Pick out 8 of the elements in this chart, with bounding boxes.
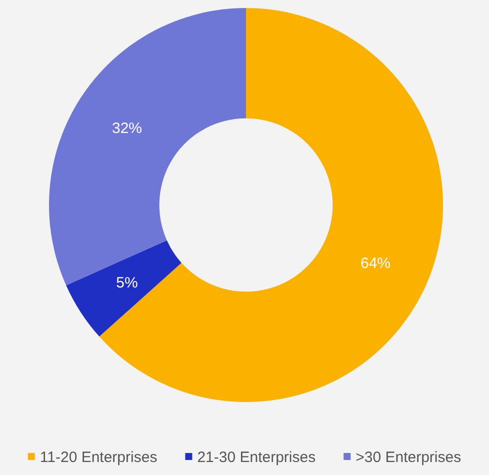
donut-slice bbox=[99, 8, 443, 402]
data-label: 5% bbox=[116, 274, 138, 292]
legend-label: >30 Enterprises bbox=[356, 449, 462, 466]
legend-label: 21-30 Enterprises bbox=[197, 449, 316, 466]
data-label: 32% bbox=[112, 120, 142, 138]
legend-label: 11-20 Enterprises bbox=[40, 449, 158, 466]
data-label: 64% bbox=[360, 255, 391, 272]
donut-slice bbox=[66, 240, 182, 337]
